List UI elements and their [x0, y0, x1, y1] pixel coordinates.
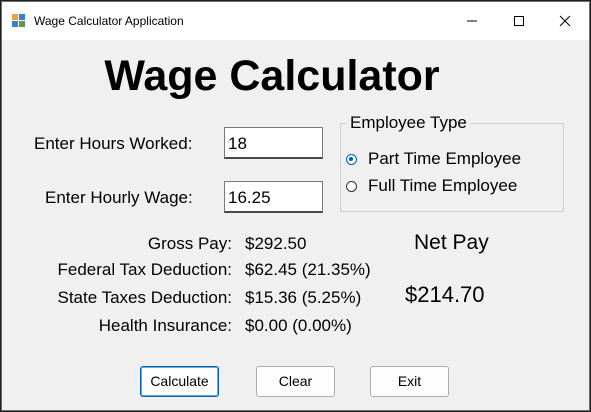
state-tax-value: $15.36 (5.25%) [245, 288, 362, 307]
gross-pay-value: $292.50 [245, 234, 307, 253]
wage-input[interactable]: 16.25 [224, 181, 323, 213]
employee-type-title: Employee Type [347, 113, 470, 133]
window-title: Wage Calculator Application [34, 14, 184, 28]
health-insurance-label: Health Insurance: [98, 316, 232, 335]
page-title: Wage Calculator [104, 52, 440, 100]
radio-unchecked-icon [346, 181, 357, 192]
hours-input[interactable]: 18 [224, 127, 323, 159]
calculate-button[interactable]: Calculate [140, 366, 219, 397]
maximize-button[interactable] [497, 2, 541, 40]
part-time-label: Part Time Employee [368, 149, 522, 168]
close-icon [559, 15, 571, 27]
exit-button[interactable]: Exit [370, 366, 449, 397]
health-insurance-value: $0.00 (0.00%) [245, 316, 352, 335]
wage-label: Enter Hourly Wage: [45, 188, 193, 207]
clear-button[interactable]: Clear [256, 366, 335, 397]
radio-checked-icon [346, 154, 357, 165]
app-icon [12, 14, 26, 28]
minimize-button[interactable] [450, 2, 494, 40]
full-time-label: Full Time Employee [368, 176, 518, 195]
title-bar[interactable]: Wage Calculator Application [2, 2, 589, 40]
net-pay-label: Net Pay [414, 231, 489, 254]
maximize-icon [514, 16, 524, 26]
state-tax-label: State Taxes Deduction: [57, 288, 232, 307]
minimize-icon [467, 20, 477, 22]
gross-pay-label: Gross Pay: [147, 234, 232, 253]
full-time-radio[interactable]: Full Time Employee [346, 176, 556, 199]
net-pay-value: $214.70 [405, 282, 485, 307]
hours-label: Enter Hours Worked: [34, 134, 193, 153]
federal-tax-value: $62.45 (21.35%) [245, 260, 371, 279]
part-time-radio[interactable]: Part Time Employee [346, 149, 556, 172]
close-button[interactable] [543, 2, 587, 40]
federal-tax-label: Federal Tax Deduction: [57, 260, 232, 279]
